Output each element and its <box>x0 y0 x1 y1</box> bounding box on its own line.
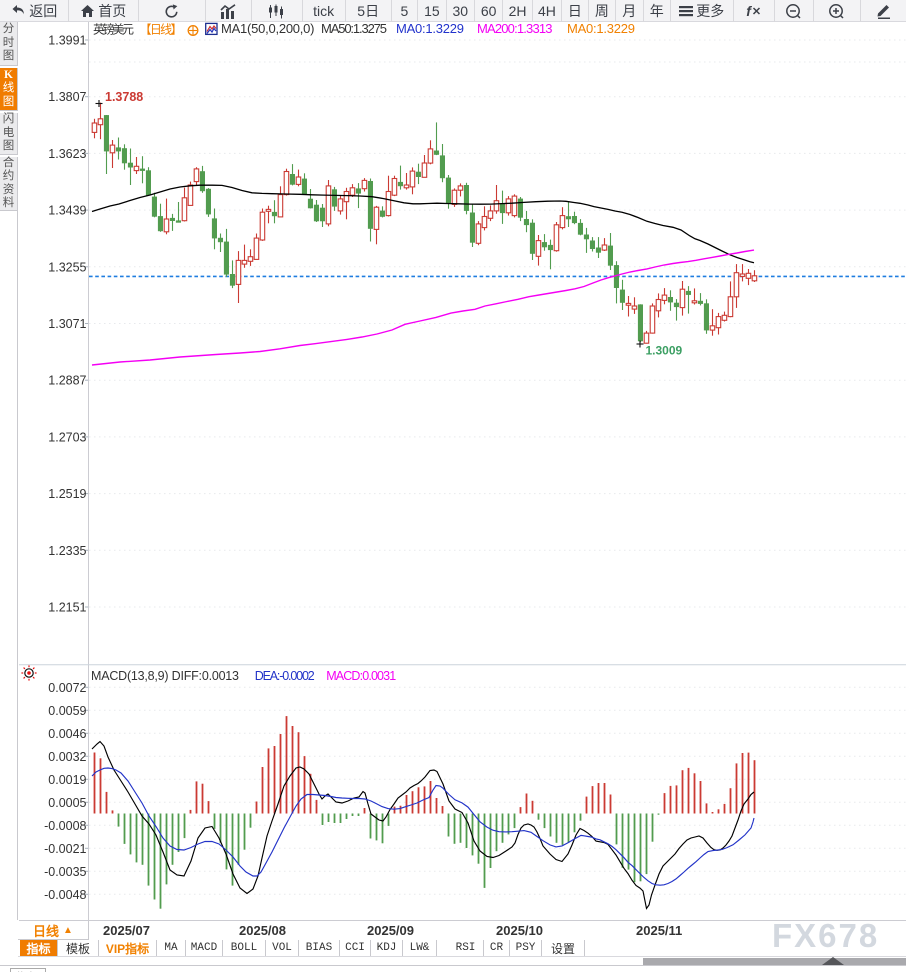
svg-text:2025/09: 2025/09 <box>367 923 414 938</box>
svg-text:1.3439: 1.3439 <box>48 204 86 218</box>
svg-text:2025/10: 2025/10 <box>496 923 543 938</box>
svg-text:-0.0048: -0.0048 <box>44 888 86 902</box>
svg-text:DEA:-0.0002: DEA:-0.0002 <box>255 669 315 683</box>
svg-text:MA0:1.3229: MA0:1.3229 <box>567 21 635 36</box>
svg-text:MA1(50,0,200,0): MA1(50,0,200,0) <box>221 21 315 36</box>
svg-text:2025/11: 2025/11 <box>636 923 682 938</box>
svg-text:1.3009: 1.3009 <box>646 344 683 358</box>
svg-text:0.0005: 0.0005 <box>48 796 86 810</box>
svg-text:1.2519: 1.2519 <box>48 487 86 501</box>
svg-text:1.2151: 1.2151 <box>48 601 86 615</box>
svg-text:0.0059: 0.0059 <box>48 704 86 718</box>
svg-text:【日线】: 【日线】 <box>140 23 183 37</box>
svg-text:MACD(13,8,9) DIFF:0.0013: MACD(13,8,9) DIFF:0.0013 <box>91 669 239 683</box>
svg-text:1.3623: 1.3623 <box>48 147 86 161</box>
svg-text:1.3255: 1.3255 <box>48 260 86 274</box>
svg-text:-0.0035: -0.0035 <box>44 865 86 879</box>
svg-text:1.3807: 1.3807 <box>48 90 86 104</box>
svg-text:0.0072: 0.0072 <box>48 681 86 695</box>
svg-text:1.3788: 1.3788 <box>105 90 143 104</box>
svg-text:1.3991: 1.3991 <box>48 34 86 48</box>
svg-text:MACD:0.0031: MACD:0.0031 <box>326 669 396 683</box>
svg-text:MA0:1.3229: MA0:1.3229 <box>396 21 464 36</box>
svg-text:-0.0008: -0.0008 <box>44 819 86 833</box>
svg-text:英镑美元: 英镑美元 <box>93 22 134 37</box>
svg-text:MA50:1.3275: MA50:1.3275 <box>321 21 387 36</box>
svg-text:2025/08: 2025/08 <box>239 923 286 938</box>
svg-text:0.0032: 0.0032 <box>48 750 86 764</box>
svg-text:1.3071: 1.3071 <box>48 317 86 331</box>
svg-text:0.0046: 0.0046 <box>48 727 86 741</box>
svg-text:MA200:1.3313: MA200:1.3313 <box>477 21 553 36</box>
svg-text:2025/07: 2025/07 <box>103 923 150 938</box>
svg-text:0.0019: 0.0019 <box>48 773 86 787</box>
svg-text:-0.0021: -0.0021 <box>44 842 86 856</box>
svg-text:1.2887: 1.2887 <box>48 374 86 388</box>
svg-text:1.2703: 1.2703 <box>48 430 86 444</box>
svg-text:1.2335: 1.2335 <box>48 544 86 558</box>
